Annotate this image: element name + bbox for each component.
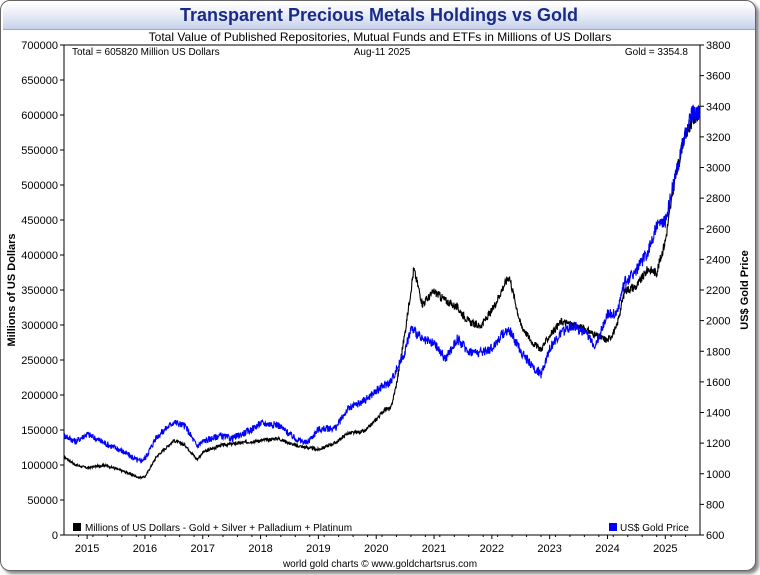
- legend-label-gold: US$ Gold Price: [620, 523, 689, 534]
- y-right-tick-label: 3400: [706, 101, 730, 113]
- x-tick-label: 2019: [306, 543, 330, 555]
- y-left-axis-title: Millions of US Dollars: [6, 233, 18, 346]
- y-right-tick-label: 3000: [706, 163, 730, 175]
- x-tick-label: 2023: [537, 543, 561, 555]
- y-right-tick-label: 1000: [706, 469, 730, 481]
- y-right-tick-label: 1600: [706, 377, 730, 389]
- y-right-tick-label: 2000: [706, 316, 730, 328]
- plot-area: [63, 44, 701, 536]
- legend-label-holdings: Millions of US Dollars - Gold + Silver +…: [85, 523, 352, 534]
- info-date: Aug-11 2025: [354, 47, 411, 58]
- y-left-tick-label: 0: [52, 530, 58, 542]
- y-right-tick-label: 2600: [706, 224, 730, 236]
- y-left-tick-label: 700000: [21, 40, 58, 52]
- legend-swatch-gold: [609, 523, 617, 531]
- x-tick-label: 2018: [248, 543, 272, 555]
- y-right-tick-label: 1800: [706, 346, 730, 358]
- chart-title: Transparent Precious Metals Holdings vs …: [179, 5, 579, 25]
- y-right-tick-label: 800: [706, 499, 724, 511]
- x-tick-label: 2015: [75, 543, 99, 555]
- series-layer: [63, 104, 701, 481]
- y-left-tick-label: 250000: [21, 355, 58, 367]
- y-right-tick-label: 3600: [706, 71, 730, 83]
- legend-swatch-holdings: [73, 523, 81, 531]
- info-gold-price: Gold = 3354.8: [625, 47, 689, 58]
- title-bar: Transparent Precious Metals Holdings vs …: [3, 3, 755, 30]
- chart-credit: world gold charts © www.goldchartsrus.co…: [282, 559, 477, 570]
- y-right-tick-label: 3800: [706, 40, 730, 52]
- x-tick-label: 2016: [133, 543, 157, 555]
- x-tick-label: 2020: [364, 543, 388, 555]
- x-tick-label: 2017: [191, 543, 215, 555]
- axes: 0 50000 100000 150000 200000 250000 300000 3500…: [21, 40, 730, 555]
- y-left-tick-label: 200000: [21, 390, 58, 402]
- series-line-holdings: [63, 104, 701, 481]
- y-right-axis-title: US$ Gold Price: [739, 250, 751, 329]
- y-right-tick-label: 1400: [706, 408, 730, 420]
- x-tick-label: 2022: [480, 543, 504, 555]
- y-right-tick-label: 600: [706, 530, 724, 542]
- y-left-tick-label: 150000: [21, 425, 58, 437]
- y-left-tick-label: 550000: [21, 145, 58, 157]
- series-line-gold-price: [63, 104, 701, 464]
- x-tick-label: 2024: [595, 543, 619, 555]
- y-left-tick-label: 350000: [21, 285, 58, 297]
- info-total: Total = 605820 Million US Dollars: [72, 47, 220, 58]
- y-right-tick-label: 1200: [706, 438, 730, 450]
- y-left-tick-label: 50000: [27, 495, 58, 507]
- y-left-tick-label: 600000: [21, 110, 58, 122]
- y-right-tick-label: 2400: [706, 254, 730, 266]
- y-right-tick-label: 2200: [706, 285, 730, 297]
- gridlines: [77, 535, 687, 537]
- y-left-tick-label: 100000: [21, 460, 58, 472]
- y-right-tick-label: 3200: [706, 132, 730, 144]
- y-left-tick-label: 650000: [21, 75, 58, 87]
- y-left-tick-label: 500000: [21, 180, 58, 192]
- y-left-tick-label: 450000: [21, 215, 58, 227]
- y-left-tick-label: 300000: [21, 320, 58, 332]
- y-left-tick-label: 400000: [21, 250, 58, 262]
- y-right-tick-label: 2800: [706, 193, 730, 205]
- x-tick-label: 2025: [653, 543, 677, 555]
- x-tick-label: 2021: [422, 543, 446, 555]
- chart-subtitle: Total Value of Published Repositories, M…: [149, 30, 612, 44]
